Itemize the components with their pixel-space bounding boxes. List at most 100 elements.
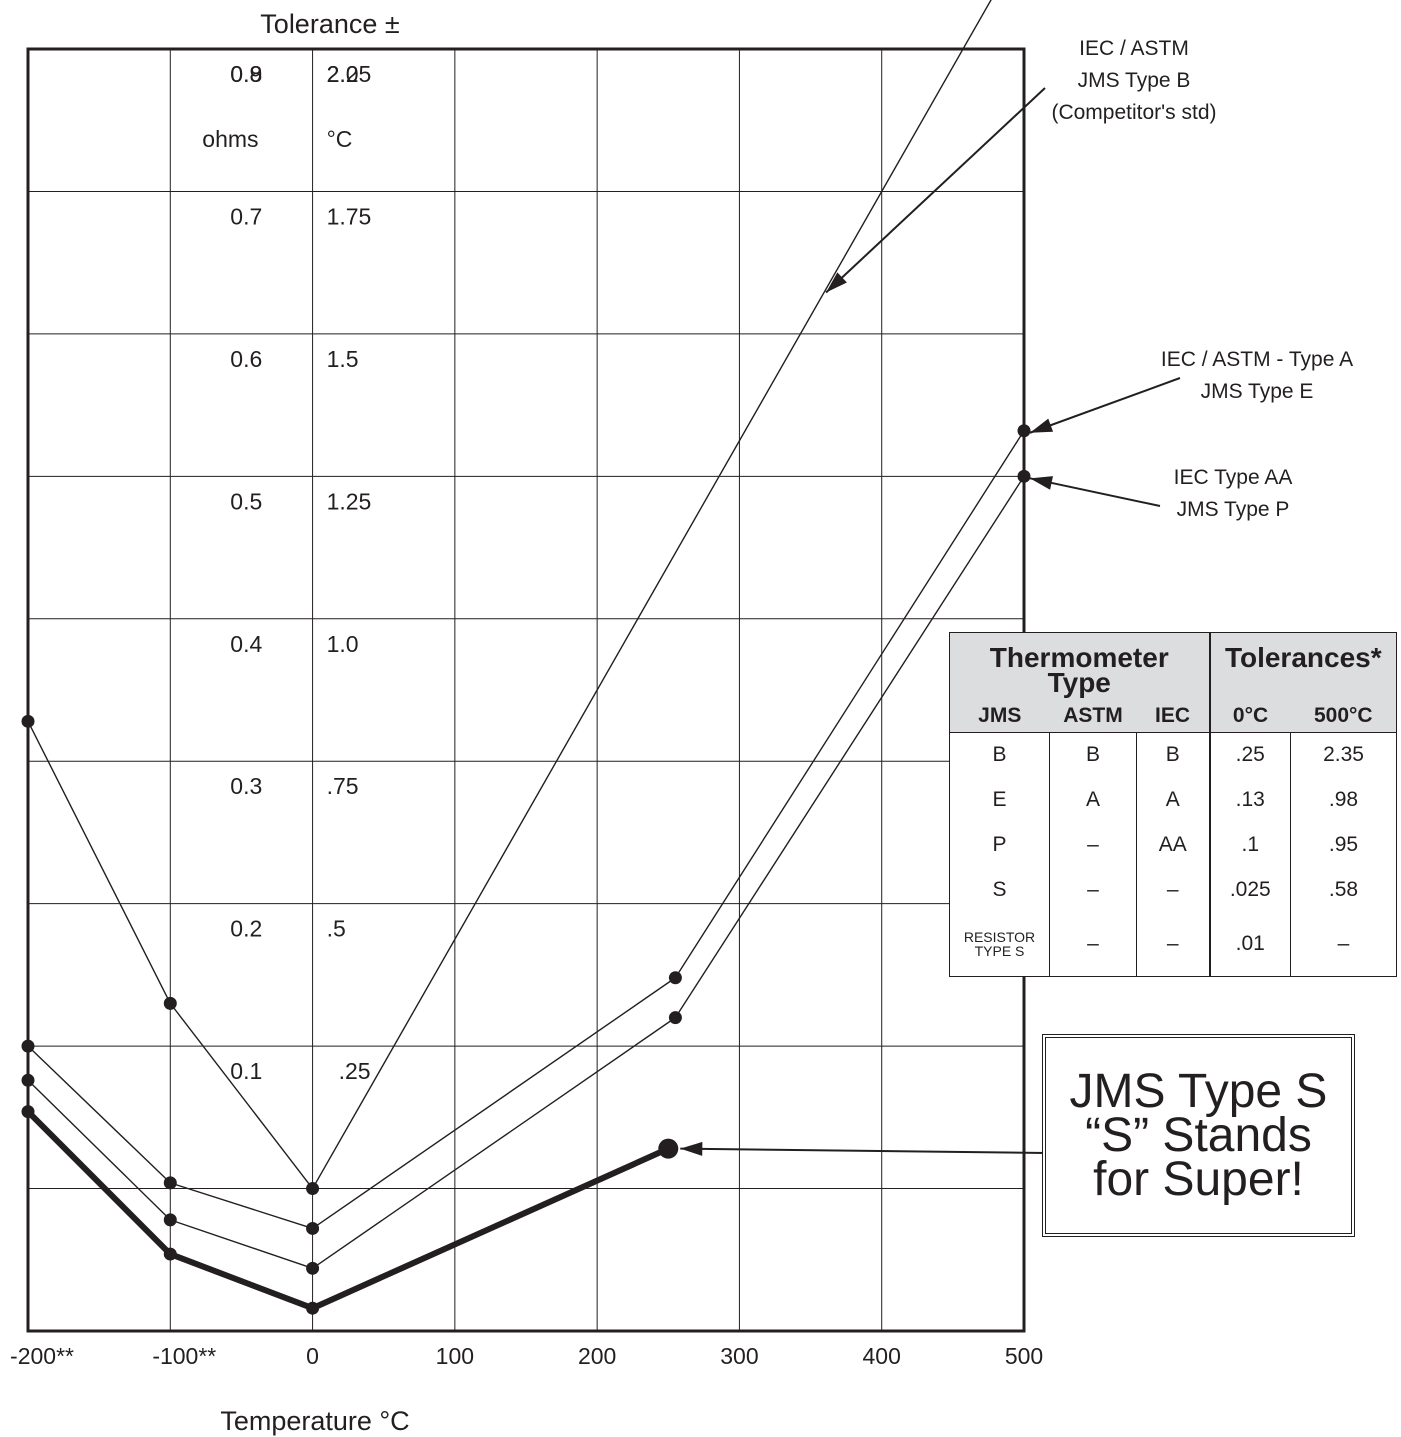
y-tick-labels: 0.1 .25 0.2 .5 0.3 .75 0.4 1.0 0.5 1.25 0.6 1.5 0.7 1…	[202, 61, 371, 1084]
annotation-label: IEC / ASTM - Type A	[1161, 348, 1353, 371]
x-tick-label: -200**	[10, 1343, 74, 1369]
x-tick-label: 300	[720, 1343, 758, 1369]
table-cell: .025	[1209, 867, 1292, 913]
x-tick-label: 500	[1005, 1343, 1043, 1369]
table-cell: .98	[1328, 788, 1359, 811]
table-header-tolerances: Tolerances*	[1209, 632, 1397, 697]
annotation-arrowhead	[826, 272, 847, 293]
annotation-label: JMS Type P	[1177, 498, 1290, 521]
y-tick-label-celsius: 1.0	[327, 631, 359, 657]
table-row: B B B .25 2.35	[949, 732, 1397, 778]
table-cell: A	[1049, 777, 1137, 823]
data-point	[1017, 424, 1031, 438]
y-tick-label-celsius: .25	[339, 1058, 371, 1084]
table-cell: 2.35	[1323, 743, 1364, 767]
x-tick-label: 0	[306, 1343, 319, 1369]
tolerance-table: Thermometer Type Tolerances* JMS ASTM IE…	[949, 632, 1398, 977]
table-col-0c: 0°C	[1209, 696, 1291, 733]
table-cell: –	[1136, 867, 1211, 913]
series-line	[25, 1109, 670, 1312]
table-cell: .13	[1209, 777, 1292, 823]
annotation-arrowhead	[680, 1141, 703, 1156]
annotation-arrow-line	[1029, 477, 1161, 507]
series-line	[27, 475, 1025, 1270]
y-tick-label-celsius: 1.75	[327, 203, 372, 229]
table-cell: B	[949, 732, 1050, 778]
table-cell: B	[1049, 732, 1137, 778]
data-point	[163, 1176, 177, 1190]
y-tick-label-ohms: 0.6	[230, 346, 262, 372]
data-point	[163, 996, 177, 1010]
table-cell: AA	[1136, 822, 1211, 868]
data-point	[306, 1221, 320, 1235]
data-point	[658, 1138, 679, 1159]
table-cell: S	[949, 867, 1050, 913]
y-tick-label-ohms: 0.8	[230, 61, 262, 87]
grid-lines	[28, 49, 1024, 1331]
data-point	[21, 1105, 35, 1119]
y-unit-ohms: ohms	[202, 126, 258, 152]
jms-type-s-callout: JMS Type S “S” Stands for Super!	[1042, 1034, 1355, 1237]
annotation-arrowhead	[1030, 418, 1054, 433]
table-cell: .01	[1209, 912, 1292, 977]
table-cell: –	[1136, 912, 1211, 977]
series-line	[27, 0, 992, 1190]
y-tick-label-ohms: 0.2	[230, 916, 262, 942]
table-row: S – – .025 .58	[949, 867, 1397, 913]
table-cell: –	[1337, 932, 1350, 956]
data-point	[21, 714, 35, 728]
annotation-label: IEC Type AA	[1174, 466, 1293, 489]
table-header-thermometer-type: Thermometer Type	[949, 632, 1211, 697]
data-point	[1017, 469, 1031, 483]
table-cell: –	[1049, 912, 1137, 977]
annotation-label: JMS Type E	[1201, 380, 1314, 403]
table-cell: .95	[1328, 833, 1359, 856]
callout-line: for Super!	[1093, 1152, 1304, 1206]
table-cell: .58	[1328, 878, 1359, 901]
table-cell: .1	[1209, 822, 1292, 868]
data-point	[306, 1261, 320, 1275]
table-cell: P	[949, 822, 1050, 868]
y-tick-label-celsius: 1.5	[327, 346, 359, 372]
data-point	[163, 1213, 177, 1227]
y-tick-label-ohms: 0.7	[230, 203, 262, 229]
table-cell: .25	[1209, 732, 1292, 778]
y-tick-label-celsius: 1.25	[327, 488, 372, 514]
x-tick-label: 200	[578, 1343, 616, 1369]
y-tick-label-celsius: .5	[327, 916, 346, 942]
annotation-arrow-line	[1029, 377, 1181, 434]
table-cell: A	[1136, 777, 1211, 823]
series-lines	[21, 0, 1031, 1315]
table-row: E A A .13 .98	[949, 777, 1397, 823]
y-tick-label-celsius: .75	[327, 773, 359, 799]
y-tick-label-ohms: 0.9	[230, 61, 262, 87]
chart-title: Tolerance ±	[260, 9, 399, 39]
data-point	[21, 1039, 35, 1053]
table-cell: B	[1136, 732, 1211, 778]
data-point	[306, 1182, 320, 1196]
data-point	[668, 1011, 682, 1025]
x-tick-label: 100	[436, 1343, 474, 1369]
table-row: P – AA .1 .95	[949, 822, 1397, 868]
data-point	[163, 1247, 177, 1261]
x-axis-label: Temperature °C	[220, 1406, 409, 1436]
series-line	[27, 430, 1025, 1230]
y-tick-label-celsius: 2.25	[327, 61, 372, 87]
data-point	[668, 971, 682, 985]
callout-line: JMS Type S	[1069, 1064, 1328, 1118]
table-col-iec: IEC	[1136, 696, 1211, 733]
y-tick-label-ohms: 0.4	[230, 631, 262, 657]
annotation-label: JMS Type B	[1078, 69, 1191, 92]
annotation-arrow-line	[825, 87, 1046, 294]
table-cell: –	[1049, 867, 1137, 913]
y-tick-label-ohms: 0.1	[230, 1058, 262, 1084]
annotation-arrow-line	[680, 1147, 1047, 1154]
y-tick-label-ohms: 0.3	[230, 773, 262, 799]
x-tick-label: -100**	[152, 1343, 216, 1369]
annotation-arrows	[680, 87, 1181, 1156]
annotation-label: IEC / ASTM	[1079, 37, 1189, 60]
table-col-jms: JMS	[949, 696, 1050, 733]
plot-frame	[26, 47, 1026, 1333]
y-tick-label-celsius: 2.0	[327, 61, 359, 87]
